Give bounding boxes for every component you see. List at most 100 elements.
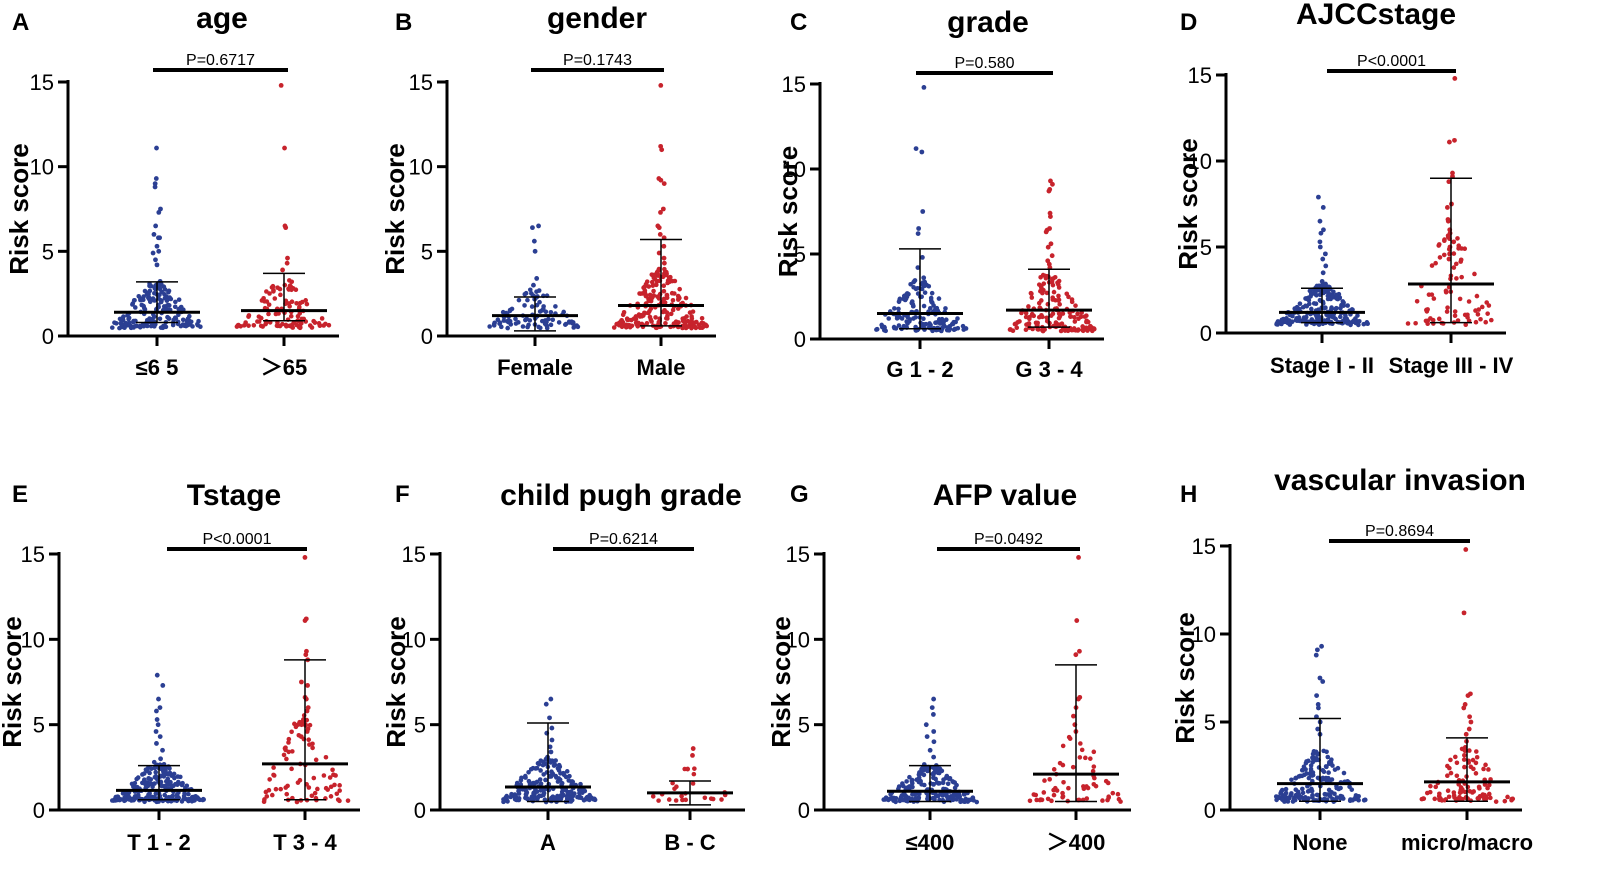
data-point [1446, 139, 1452, 145]
data-point [133, 323, 139, 329]
data-point [642, 310, 647, 316]
data-point [288, 286, 294, 291]
data-point [544, 319, 549, 325]
data-point [699, 315, 705, 321]
p-value: P=0.8694 [1365, 523, 1434, 540]
data-point [1476, 307, 1481, 312]
data-point [189, 795, 195, 801]
data-point [931, 729, 937, 734]
data-point [1423, 318, 1429, 324]
data-point [1073, 303, 1078, 308]
data-point [911, 279, 916, 285]
data-point [562, 322, 568, 327]
data-point [901, 293, 907, 299]
data-point [1471, 789, 1477, 794]
data-point [200, 797, 206, 803]
data-point [174, 782, 179, 787]
y-tick-label: 0 [1204, 798, 1216, 823]
data-point [682, 324, 687, 330]
data-point [306, 737, 312, 743]
data-point [702, 795, 708, 801]
data-point [272, 296, 278, 301]
data-point [924, 734, 930, 740]
data-point [184, 783, 190, 789]
data-point [916, 226, 922, 231]
data-point [1010, 328, 1016, 334]
data-point [1465, 784, 1471, 790]
data-point [538, 768, 543, 773]
x-tick-label: G 3 - 4 [1015, 357, 1083, 382]
data-point [1445, 773, 1450, 779]
data-point [153, 176, 159, 181]
data-point [1329, 305, 1334, 310]
data-point [1293, 775, 1298, 781]
data-point [287, 304, 292, 309]
panel-letter: D [1180, 9, 1197, 36]
data-point [1051, 767, 1057, 772]
data-point [536, 288, 542, 293]
data-point [513, 316, 518, 322]
data-point [151, 759, 157, 765]
data-point [649, 279, 655, 285]
data-point [304, 729, 310, 734]
data-point [1305, 296, 1311, 302]
data-point [931, 775, 936, 781]
data-point [672, 786, 677, 792]
data-point [536, 223, 541, 229]
data-point [1043, 229, 1049, 235]
data-point [549, 769, 554, 774]
data-point [1062, 328, 1068, 333]
data-point [166, 288, 172, 294]
data-point [330, 767, 335, 773]
data-point [304, 301, 310, 307]
data-point [152, 181, 158, 187]
data-point [1088, 323, 1093, 329]
data-point [278, 786, 284, 792]
x-tick-label: T 3 - 4 [273, 830, 337, 855]
data-point [271, 289, 276, 294]
data-point [569, 780, 575, 785]
data-point [648, 317, 654, 323]
panel-letter: B [395, 9, 412, 36]
data-point [1453, 754, 1458, 760]
panel-letter: G [790, 481, 809, 508]
data-point [1353, 796, 1358, 802]
data-point [1470, 757, 1476, 763]
data-point [1326, 770, 1331, 775]
data-point [1034, 797, 1039, 803]
y-tick-label: 10 [30, 155, 54, 180]
data-point [114, 321, 119, 326]
group-1 [1273, 643, 1368, 804]
data-point [1279, 787, 1285, 793]
data-point [954, 797, 959, 802]
data-point [196, 796, 202, 802]
data-point [497, 320, 503, 326]
data-point [899, 316, 905, 321]
data-point [548, 749, 554, 755]
data-point [261, 295, 266, 301]
data-point [927, 321, 932, 326]
data-point [1432, 796, 1438, 802]
data-point [525, 796, 530, 802]
data-point [657, 232, 663, 237]
data-point [531, 282, 536, 288]
data-point [1078, 314, 1084, 320]
data-point [680, 797, 685, 803]
data-point [283, 785, 289, 790]
data-point [664, 316, 669, 321]
data-point [523, 792, 529, 797]
data-point [1334, 296, 1339, 301]
data-point [147, 283, 152, 289]
data-point [1076, 555, 1081, 560]
data-point [1452, 313, 1458, 319]
data-point [670, 307, 676, 313]
data-point [345, 798, 351, 803]
data-point [939, 768, 945, 774]
data-point [940, 780, 946, 786]
data-point [288, 313, 294, 319]
data-point [1320, 256, 1326, 262]
data-point [1452, 76, 1458, 81]
data-point [1436, 316, 1442, 322]
data-point [1461, 705, 1467, 711]
